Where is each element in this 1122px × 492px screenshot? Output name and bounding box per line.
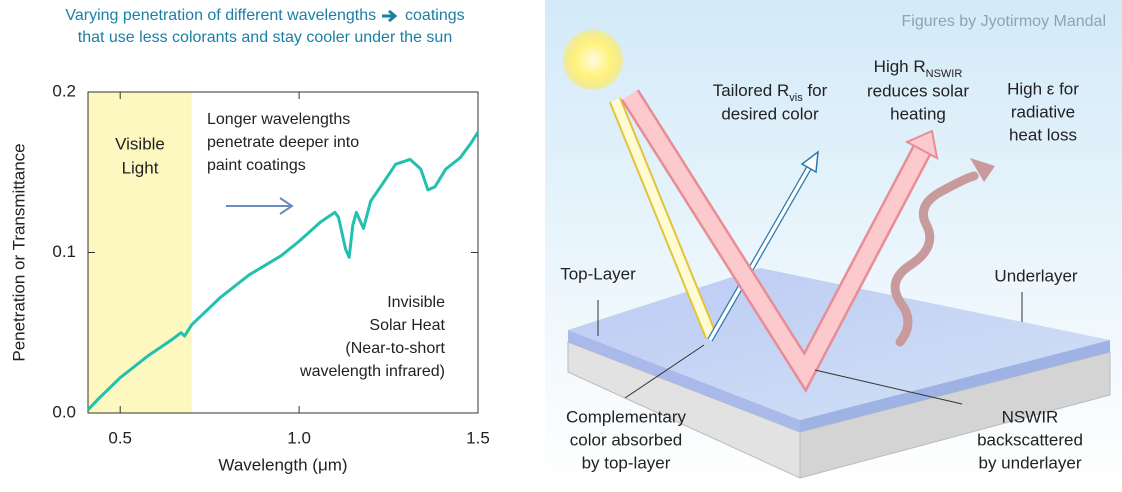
annotation-arrow [226,197,294,215]
label: by top-layer [582,453,671,472]
reflected-visible [708,165,812,341]
thermal-emission [890,171,979,347]
incident-visible [610,98,716,338]
label: Complementary [566,407,686,426]
subscript: vis [789,92,803,104]
annotation: Visible [115,134,165,153]
annotation: penetrate deeper into [207,134,359,151]
annotation: Light [122,158,159,177]
x-tick-label: 0.5 [108,428,132,447]
y-tick-label: 0.2 [52,81,76,100]
title-arrow [381,9,397,22]
top-layer-side [568,330,800,432]
plot-frame [87,91,479,414]
data-line [86,131,480,411]
label: Tailored Rvis for [713,81,828,103]
label: Underlayer [994,266,1077,285]
x-axis-label: Wavelength (μm) [218,455,347,474]
subscript: NSWIR [926,68,963,80]
label-part: Tailored R [713,81,790,100]
visible-band [88,92,192,413]
label-part: for [803,81,828,100]
chart-subtitle: that use less colorants and stay cooler … [77,29,453,46]
label: Top-Layer [560,264,636,283]
y-tick-label: 0.0 [52,402,76,421]
label: by underlayer [978,453,1081,472]
label: desired color [721,104,819,123]
annotation: Invisible [387,294,445,311]
credit: Figures by Jyotirmoy Mandal [901,13,1106,30]
label: High ε for [1007,79,1079,98]
label: heating [890,104,946,123]
annotation: Solar Heat [369,317,445,334]
annotation: wavelength infrared) [299,363,445,380]
annotation: Longer wavelengths [207,111,350,128]
arrowhead [904,129,939,160]
x-tick-label: 1.5 [466,428,490,447]
annotation: paint coatings [207,157,306,174]
title-part: coatings [405,7,465,24]
leader-line [814,369,963,405]
chart: 0.0 0.1 0.2 0.5 1.0 1.5 Wavelength (μm) Penetra… [9,81,489,474]
label: backscattered [977,430,1083,449]
chart-title: Varying penetration of different wavelen… [0,7,530,25]
arrowhead [970,158,995,182]
arrowhead [800,150,819,174]
label-part: High R [874,57,926,76]
nswir-beam [623,90,930,388]
y-axis-label: Penetration or Transmittance [9,143,28,361]
label: color absorbed [570,430,682,449]
label: reduces solar [867,81,969,100]
x-tick-label: 1.0 [287,428,311,447]
annotation: (Near-to-short [345,340,445,357]
sun [563,30,623,90]
label: heat loss [1009,125,1077,144]
leader-line [624,344,705,399]
top-layer-side [800,340,1110,432]
title-part: Varying penetration of different wavelen… [65,7,377,24]
y-tick-label: 0.1 [52,242,76,261]
label: radiative [1011,102,1075,121]
label: NSWIR [1002,407,1059,426]
label: High RNSWIR [874,57,963,79]
